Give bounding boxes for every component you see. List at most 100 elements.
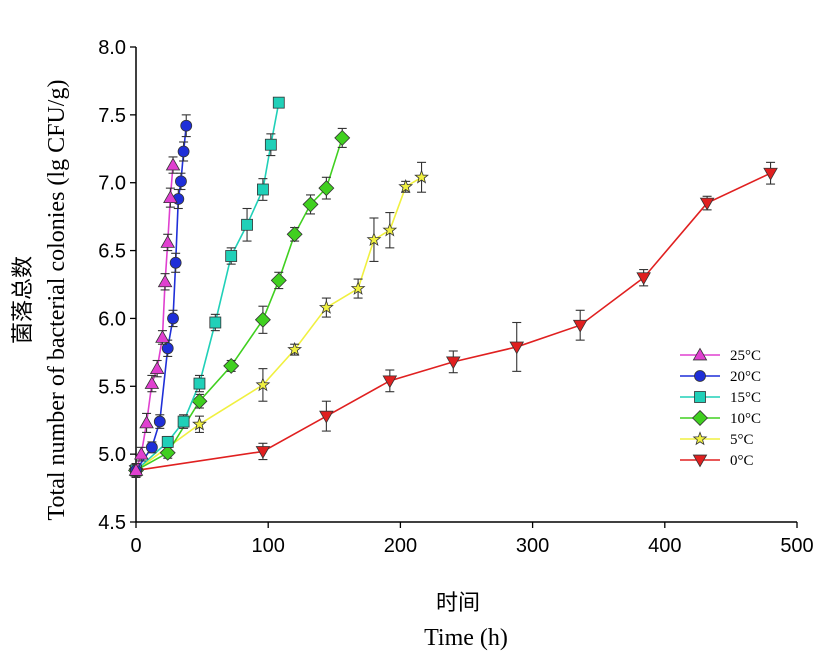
data-point: [414, 169, 429, 184]
series-20c: [130, 114, 193, 478]
legend-label: 15°C: [730, 390, 761, 406]
data-point: [286, 226, 303, 243]
y-tick-label: 6.5: [98, 241, 126, 263]
legend-label: 25°C: [730, 348, 761, 364]
data-point: [287, 341, 303, 356]
y-tick-label: 8.0: [98, 37, 126, 59]
legend-item-25c: 25°C: [680, 347, 761, 364]
legend-label: 20°C: [730, 369, 761, 385]
legend-marker: [692, 347, 708, 361]
data-point: [382, 222, 398, 237]
data-point: [159, 444, 176, 461]
data-point: [133, 446, 149, 460]
data-point: [398, 179, 414, 194]
data-point: [157, 274, 173, 288]
y-tick-label: 5.5: [98, 376, 126, 398]
x-tick-label: 100: [252, 535, 285, 557]
data-point: [257, 183, 269, 196]
legend-marker: [692, 454, 708, 468]
series-line-0c: [135, 172, 771, 472]
data-point: [636, 272, 651, 286]
data-point: [153, 415, 166, 428]
x-tick-label: 200: [384, 535, 417, 557]
data-point: [254, 311, 271, 328]
y-axis-title-cn: 菌落总数: [11, 256, 36, 344]
data-point: [302, 196, 319, 213]
data-point: [191, 393, 208, 410]
legend-label: 0°C: [730, 453, 754, 469]
legend-marker: [692, 431, 708, 446]
data-point: [169, 256, 182, 269]
legend-item-0c: 0°C: [680, 453, 754, 469]
data-point: [139, 415, 154, 429]
data-point: [350, 280, 366, 295]
series-line-25c: [135, 165, 174, 471]
x-tick-label: 300: [516, 535, 549, 557]
data-point: [161, 342, 174, 355]
data-point: [165, 157, 181, 171]
data-point: [160, 235, 176, 248]
legend-marker: [694, 370, 706, 382]
data-point: [319, 410, 334, 424]
data-point: [699, 197, 715, 211]
data-point: [144, 376, 160, 389]
y-tick-label: 7.0: [98, 173, 126, 195]
data-point: [161, 436, 174, 448]
data-point: [180, 119, 193, 132]
data-point: [255, 446, 271, 459]
legend-item-5c: 5°C: [680, 431, 754, 448]
y-axis-title: Total number of bacterial colonies (lg C…: [44, 80, 70, 521]
x-tick-label: 400: [648, 535, 681, 557]
data-point: [382, 375, 398, 389]
y-tick-label: 5.0: [98, 444, 126, 466]
data-point: [509, 341, 525, 355]
y-tick-label: 4.5: [98, 512, 126, 534]
legend-item-15c: 15°C: [680, 390, 761, 406]
data-point: [192, 416, 207, 431]
series-25c: [128, 156, 181, 478]
y-tick-label: 6.0: [98, 308, 126, 330]
legend: 25°C 20°C 15°C 10°C 5°C 0°C: [680, 347, 761, 469]
y-tick-label: 7.5: [98, 105, 126, 127]
legend-marker: [692, 410, 708, 426]
data-point: [193, 377, 206, 390]
data-point: [264, 138, 277, 151]
data-point: [177, 415, 190, 428]
legend-item-10c: 10°C: [680, 410, 761, 427]
data-point: [167, 312, 179, 325]
series-layer: [128, 96, 778, 479]
data-point: [241, 218, 253, 231]
legend-label: 5°C: [730, 432, 754, 448]
data-point: [209, 316, 222, 329]
legend-marker: [694, 391, 706, 403]
data-point: [223, 357, 240, 374]
data-point: [272, 96, 285, 109]
x-axis-title-cn: 时间: [436, 591, 480, 616]
data-point: [318, 180, 335, 197]
data-point: [177, 145, 190, 158]
series-line-20c: [135, 125, 188, 471]
x-tick-label: 0: [130, 535, 141, 557]
data-point: [149, 361, 165, 374]
data-point: [366, 231, 382, 246]
legend-item-20c: 20°C: [680, 369, 761, 385]
data-point: [128, 463, 144, 476]
series-line-15c: [135, 102, 280, 472]
series-0c: [128, 161, 778, 478]
data-point: [163, 190, 178, 203]
data-point: [255, 377, 271, 392]
series-line-5c: [135, 176, 422, 472]
data-point: [145, 441, 158, 454]
data-point: [225, 250, 238, 262]
x-tick-label: 500: [780, 535, 813, 557]
x-axis-title: Time (h): [424, 625, 508, 651]
axes-layer: 4.5 5.0 5.5 6.0 6.5 7.0 7.5 8.0 0 100 200 300 400 500: [98, 37, 814, 557]
data-point: [318, 299, 334, 314]
data-point: [572, 319, 588, 333]
data-point: [175, 175, 187, 188]
data-point: [445, 356, 461, 370]
data-point: [763, 167, 778, 181]
data-point: [155, 330, 170, 343]
legend-label: 10°C: [730, 411, 761, 427]
